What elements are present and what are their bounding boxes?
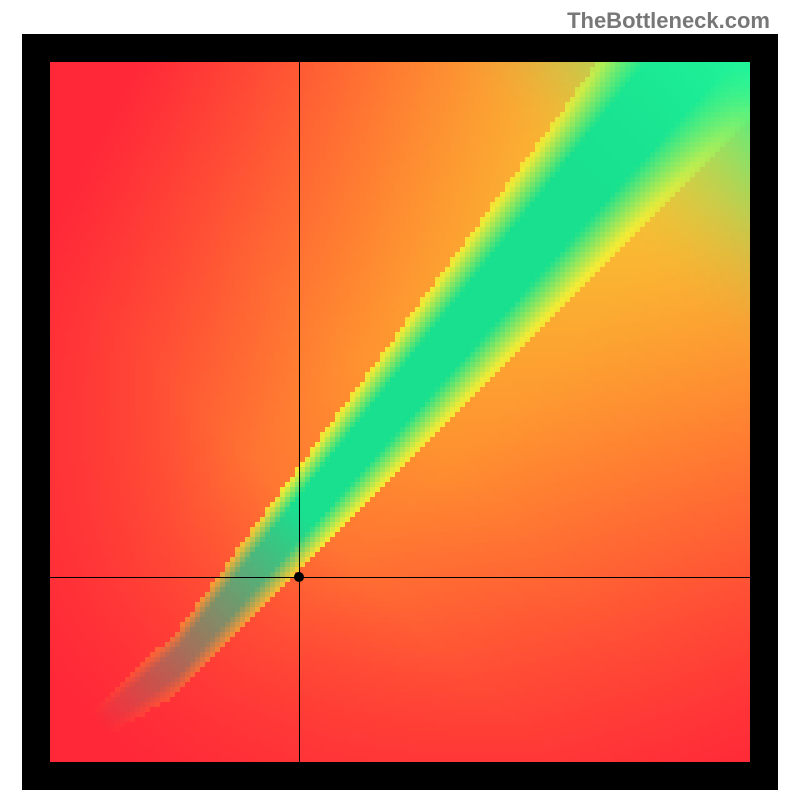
plot-area: [50, 62, 750, 762]
watermark-text: TheBottleneck.com: [567, 8, 770, 34]
crosshair-horizontal: [50, 577, 750, 579]
heatmap-canvas: [50, 62, 750, 762]
crosshair-vertical: [299, 62, 301, 762]
crosshair-point: [294, 572, 304, 582]
chart-container: TheBottleneck.com: [0, 0, 800, 800]
